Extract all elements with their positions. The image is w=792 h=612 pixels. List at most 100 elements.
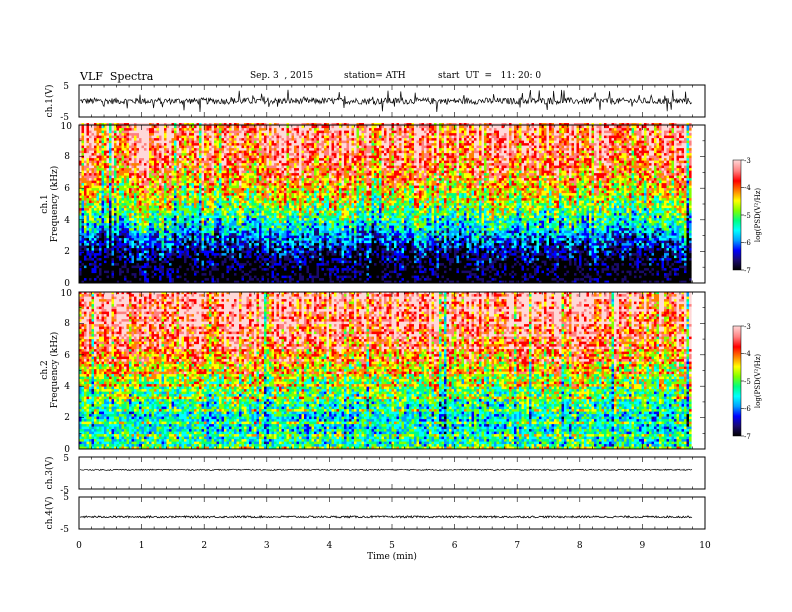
heatmap-cell xyxy=(284,248,287,251)
heatmap-cell xyxy=(136,273,140,276)
heatmap-cell xyxy=(489,243,492,246)
heatmap-cell xyxy=(484,263,487,266)
heatmap-cell xyxy=(496,255,500,259)
heatmap-cell xyxy=(279,235,282,239)
heatmap-cell xyxy=(259,270,262,274)
heatmap-cell xyxy=(306,243,310,246)
heatmap-cell xyxy=(346,255,350,259)
heatmap-cell xyxy=(84,233,87,236)
heatmap-cell xyxy=(486,240,490,244)
heatmap-cell xyxy=(604,260,607,264)
heatmap-cell xyxy=(464,280,467,284)
heatmap-cell xyxy=(524,250,527,254)
heatmap-cell xyxy=(234,258,237,261)
heatmap-cell xyxy=(449,268,452,271)
heatmap-cell xyxy=(341,258,345,261)
heatmap-cell xyxy=(381,238,385,241)
heatmap-cell xyxy=(534,253,537,256)
heatmap-cell xyxy=(676,260,680,264)
heatmap-cell xyxy=(654,253,657,256)
heatmap-cell xyxy=(319,235,322,239)
heatmap-cell xyxy=(571,253,575,256)
heatmap-cell xyxy=(119,273,122,276)
heatmap-cell xyxy=(151,255,155,259)
heatmap-cell xyxy=(266,278,270,281)
heatmap-cell xyxy=(231,275,235,279)
heatmap-cell xyxy=(206,268,210,271)
heatmap-cell xyxy=(139,255,142,259)
heatmap-cell xyxy=(596,278,600,281)
heatmap-cell xyxy=(411,270,415,274)
heatmap-cell xyxy=(486,270,490,274)
heatmap-cell xyxy=(359,280,362,284)
heatmap-cell xyxy=(446,275,450,279)
heatmap-cell xyxy=(449,245,452,249)
heatmap-cell xyxy=(181,233,185,236)
heatmap-cell xyxy=(609,233,612,236)
heatmap-cell xyxy=(261,233,265,236)
heatmap-cell xyxy=(286,263,290,266)
heatmap-cell xyxy=(494,258,497,261)
heatmap-cell xyxy=(176,233,180,236)
heatmap-cell xyxy=(574,263,577,266)
heatmap-cell xyxy=(311,253,315,256)
heatmap-cell xyxy=(159,243,162,246)
heatmap-cell xyxy=(636,260,640,264)
heatmap-cell xyxy=(474,238,477,241)
heatmap-cell xyxy=(131,255,135,259)
heatmap-cell xyxy=(89,240,92,244)
heatmap-cell xyxy=(326,240,330,244)
heatmap-cell xyxy=(481,255,485,259)
heatmap-cell xyxy=(114,258,117,261)
heatmap-cell xyxy=(619,245,622,249)
heatmap-cell xyxy=(461,255,465,259)
heatmap-cell xyxy=(284,273,287,276)
heatmap-cell xyxy=(369,243,372,246)
heatmap-cell xyxy=(199,238,202,241)
heatmap-cell xyxy=(556,250,560,254)
heatmap-cell xyxy=(326,268,330,271)
heatmap-cell xyxy=(599,253,602,256)
heatmap-cell xyxy=(346,278,350,281)
heatmap-cell xyxy=(149,260,152,264)
heatmap-cell xyxy=(586,248,590,251)
heatmap-cell xyxy=(101,248,105,251)
heatmap-cell xyxy=(551,268,555,271)
heatmap-cell xyxy=(121,258,125,261)
heatmap-cell xyxy=(606,235,610,239)
heatmap-cell xyxy=(649,253,652,256)
heatmap-cell xyxy=(176,268,180,271)
heatmap-cell xyxy=(281,270,285,274)
heatmap-cell xyxy=(524,238,527,241)
heatmap-cell xyxy=(116,243,120,246)
heatmap-cell xyxy=(271,245,275,249)
heatmap-cell xyxy=(546,260,550,264)
heatmap-cell xyxy=(524,263,527,266)
heatmap-cell xyxy=(399,255,402,259)
heatmap-cell xyxy=(284,275,287,279)
heatmap-cell xyxy=(666,245,670,249)
heatmap-cell xyxy=(429,258,432,261)
heatmap-cell xyxy=(456,240,460,244)
heatmap-cell xyxy=(584,253,587,256)
heatmap-cell xyxy=(546,278,550,281)
heatmap-cell xyxy=(484,270,487,274)
heatmap-cell xyxy=(596,253,600,256)
heatmap-cell xyxy=(194,265,197,269)
heatmap-cell xyxy=(531,270,535,274)
heatmap-cell xyxy=(374,233,377,236)
heatmap-cell xyxy=(436,243,440,246)
heatmap-cell xyxy=(96,243,100,246)
heatmap-cell xyxy=(626,255,630,259)
heatmap-cell xyxy=(639,248,642,251)
heatmap-cell xyxy=(316,240,320,244)
heatmap-cell xyxy=(506,233,510,236)
heatmap-cell xyxy=(156,238,160,241)
heatmap-cell xyxy=(126,280,130,284)
heatmap-cell xyxy=(564,270,567,274)
heatmap-cell xyxy=(504,275,507,279)
heatmap-cell xyxy=(449,250,452,254)
heatmap-cell xyxy=(99,245,102,249)
heatmap-cell xyxy=(156,278,160,281)
heatmap-cell xyxy=(481,250,485,254)
